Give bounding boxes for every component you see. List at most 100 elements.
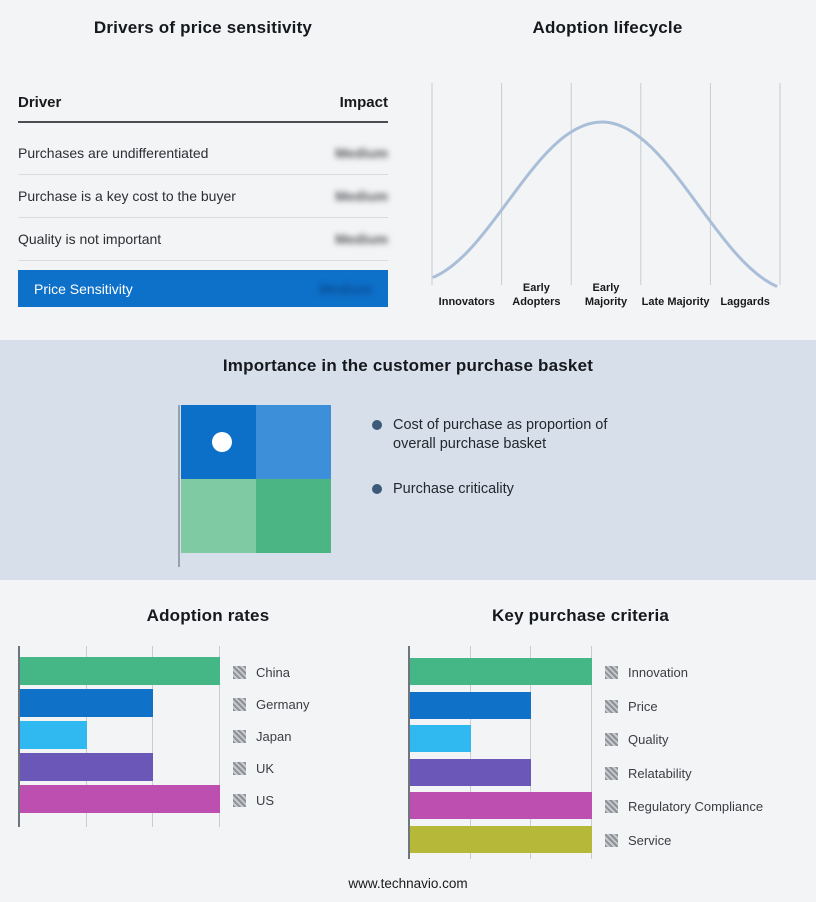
legend-swatch — [233, 729, 246, 743]
bar-price — [410, 691, 532, 719]
quadrant-cell-top-right — [256, 405, 331, 479]
bar-service — [410, 825, 592, 853]
legend-swatch — [233, 697, 246, 711]
bar-relatability — [410, 758, 532, 786]
legend-label: Innovation — [628, 665, 688, 680]
legend-item: Innovation — [605, 665, 688, 680]
quadrant-axis-line — [178, 405, 180, 567]
gridline — [591, 646, 592, 859]
legend-label: Japan — [256, 728, 292, 744]
lifecycle-gridlines — [431, 83, 781, 285]
key-purchase-criteria-chart: Key purchase criteria Innovation Price Qua… — [408, 600, 763, 862]
legend-swatch — [605, 699, 618, 713]
legend-label: China — [256, 664, 290, 680]
legend-swatch — [605, 833, 618, 847]
footer-url: www.technavio.com — [348, 876, 468, 891]
key-purchase-criteria-title: Key purchase criteria — [491, 606, 670, 625]
bullet-text: Cost of purchase as proportion of overal… — [393, 417, 608, 453]
bar-japan — [20, 721, 87, 749]
quadrant-marker-dot — [212, 432, 232, 452]
legend-swatch — [605, 800, 618, 813]
legend-item: Quality — [605, 732, 668, 747]
stage-label: Early Adopters — [512, 282, 561, 308]
legend-item: Germany — [233, 697, 309, 712]
legend-item: UK — [233, 761, 274, 776]
basket-title: Importance in the customer purchase bask… — [222, 356, 594, 375]
impact-value: Medium — [335, 145, 388, 161]
gridline — [219, 646, 220, 827]
bullet-icon — [372, 420, 382, 430]
gridline — [152, 646, 154, 827]
legend-item: Service — [605, 833, 671, 848]
adoption-rates-chart: Adoption rates China Germany Japan UK US — [18, 600, 398, 850]
impact-value: Medium — [335, 231, 388, 247]
legend-label: US — [256, 792, 275, 808]
legend-item: US — [233, 793, 274, 808]
driver-row: Quality is not important Medium — [18, 218, 388, 261]
price-sensitivity-label: Price Sensitivity — [34, 280, 133, 297]
legend-item: China — [233, 665, 290, 680]
lifecycle-panel: Adoption lifecycle Innovators Early Adopt… — [425, 14, 790, 308]
key-purchase-criteria-plot — [408, 646, 592, 859]
legend-label: Price — [628, 698, 658, 714]
stage-label: Innovators — [438, 295, 495, 308]
stage-label: Early Majority — [584, 282, 628, 308]
legend-swatch — [605, 733, 618, 746]
lifecycle-title: Adoption lifecycle — [532, 18, 683, 37]
adoption-rates-title: Adoption rates — [146, 606, 270, 625]
impact-column-header: Impact — [339, 94, 388, 111]
drivers-table-rows: Purchases are undifferentiated Medium Purc… — [18, 132, 388, 261]
drivers-title: Drivers of price sensitivity — [93, 18, 313, 37]
adoption-lifecycle-chart — [431, 83, 781, 288]
bell-curve — [432, 120, 778, 288]
driver-row: Purchases are undifferentiated Medium — [18, 132, 388, 175]
stage-label: Laggards — [720, 295, 770, 308]
stage-label: Late Majority — [641, 295, 710, 308]
basket-bullets: Cost of purchase as proportion of overal… — [372, 416, 640, 525]
quadrant-cell-bottom-right — [256, 479, 331, 553]
legend-label: UK — [256, 760, 275, 776]
bar-us — [20, 785, 220, 813]
adoption-rates-plot — [18, 646, 220, 827]
bar-china — [20, 657, 220, 685]
legend-swatch — [605, 666, 618, 679]
bar-quality — [410, 725, 471, 752]
legend-item: Relatability — [605, 766, 692, 781]
legend-swatch — [233, 793, 246, 807]
legend-label: Service — [628, 832, 672, 848]
bar-germany — [20, 689, 154, 717]
drivers-panel: Drivers of price sensitivity Driver Impa… — [18, 14, 388, 307]
driver-label: Purchase is a key cost to the buyer — [18, 188, 236, 204]
driver-label: Purchases are undifferentiated — [18, 145, 209, 161]
legend-item: Price — [605, 699, 658, 714]
stage-labels: Innovators Early Adopters Early Majority La… — [432, 282, 780, 310]
legend-label: Relatability — [628, 765, 692, 781]
driver-label: Quality is not important — [18, 231, 162, 247]
bar-innovation — [410, 658, 592, 685]
legend-label: Quality — [628, 732, 669, 747]
bullet-text: Purchase criticality — [393, 481, 514, 498]
impact-value: Medium — [335, 188, 388, 204]
legend-swatch — [605, 766, 618, 780]
legend-item: Japan — [233, 729, 291, 744]
driver-row: Purchase is a key cost to the buyer Mediu… — [18, 175, 388, 218]
legend-label: Regulatory Compliance — [628, 799, 764, 814]
price-sensitivity-impact: Medium — [319, 280, 372, 297]
purchase-basket-band — [0, 340, 816, 580]
bar-regulatory-compliance — [410, 792, 592, 819]
legend-item: Regulatory Compliance — [605, 799, 763, 814]
driver-column-header: Driver — [18, 94, 62, 111]
gridline — [469, 646, 471, 859]
bullet-item: Cost of purchase as proportion of overal… — [372, 416, 640, 454]
legend-swatch — [233, 665, 246, 679]
bar-uk — [20, 753, 154, 781]
quadrant-matrix — [178, 405, 331, 567]
legend-label: Germany — [256, 696, 310, 712]
price-sensitivity-bar: Price Sensitivity Medium — [18, 270, 388, 307]
legend-swatch — [233, 761, 246, 775]
drivers-table-header: Driver Impact — [18, 94, 388, 123]
bullet-item: Purchase criticality — [372, 480, 640, 499]
bullet-icon — [372, 484, 382, 495]
gridline — [530, 646, 532, 859]
